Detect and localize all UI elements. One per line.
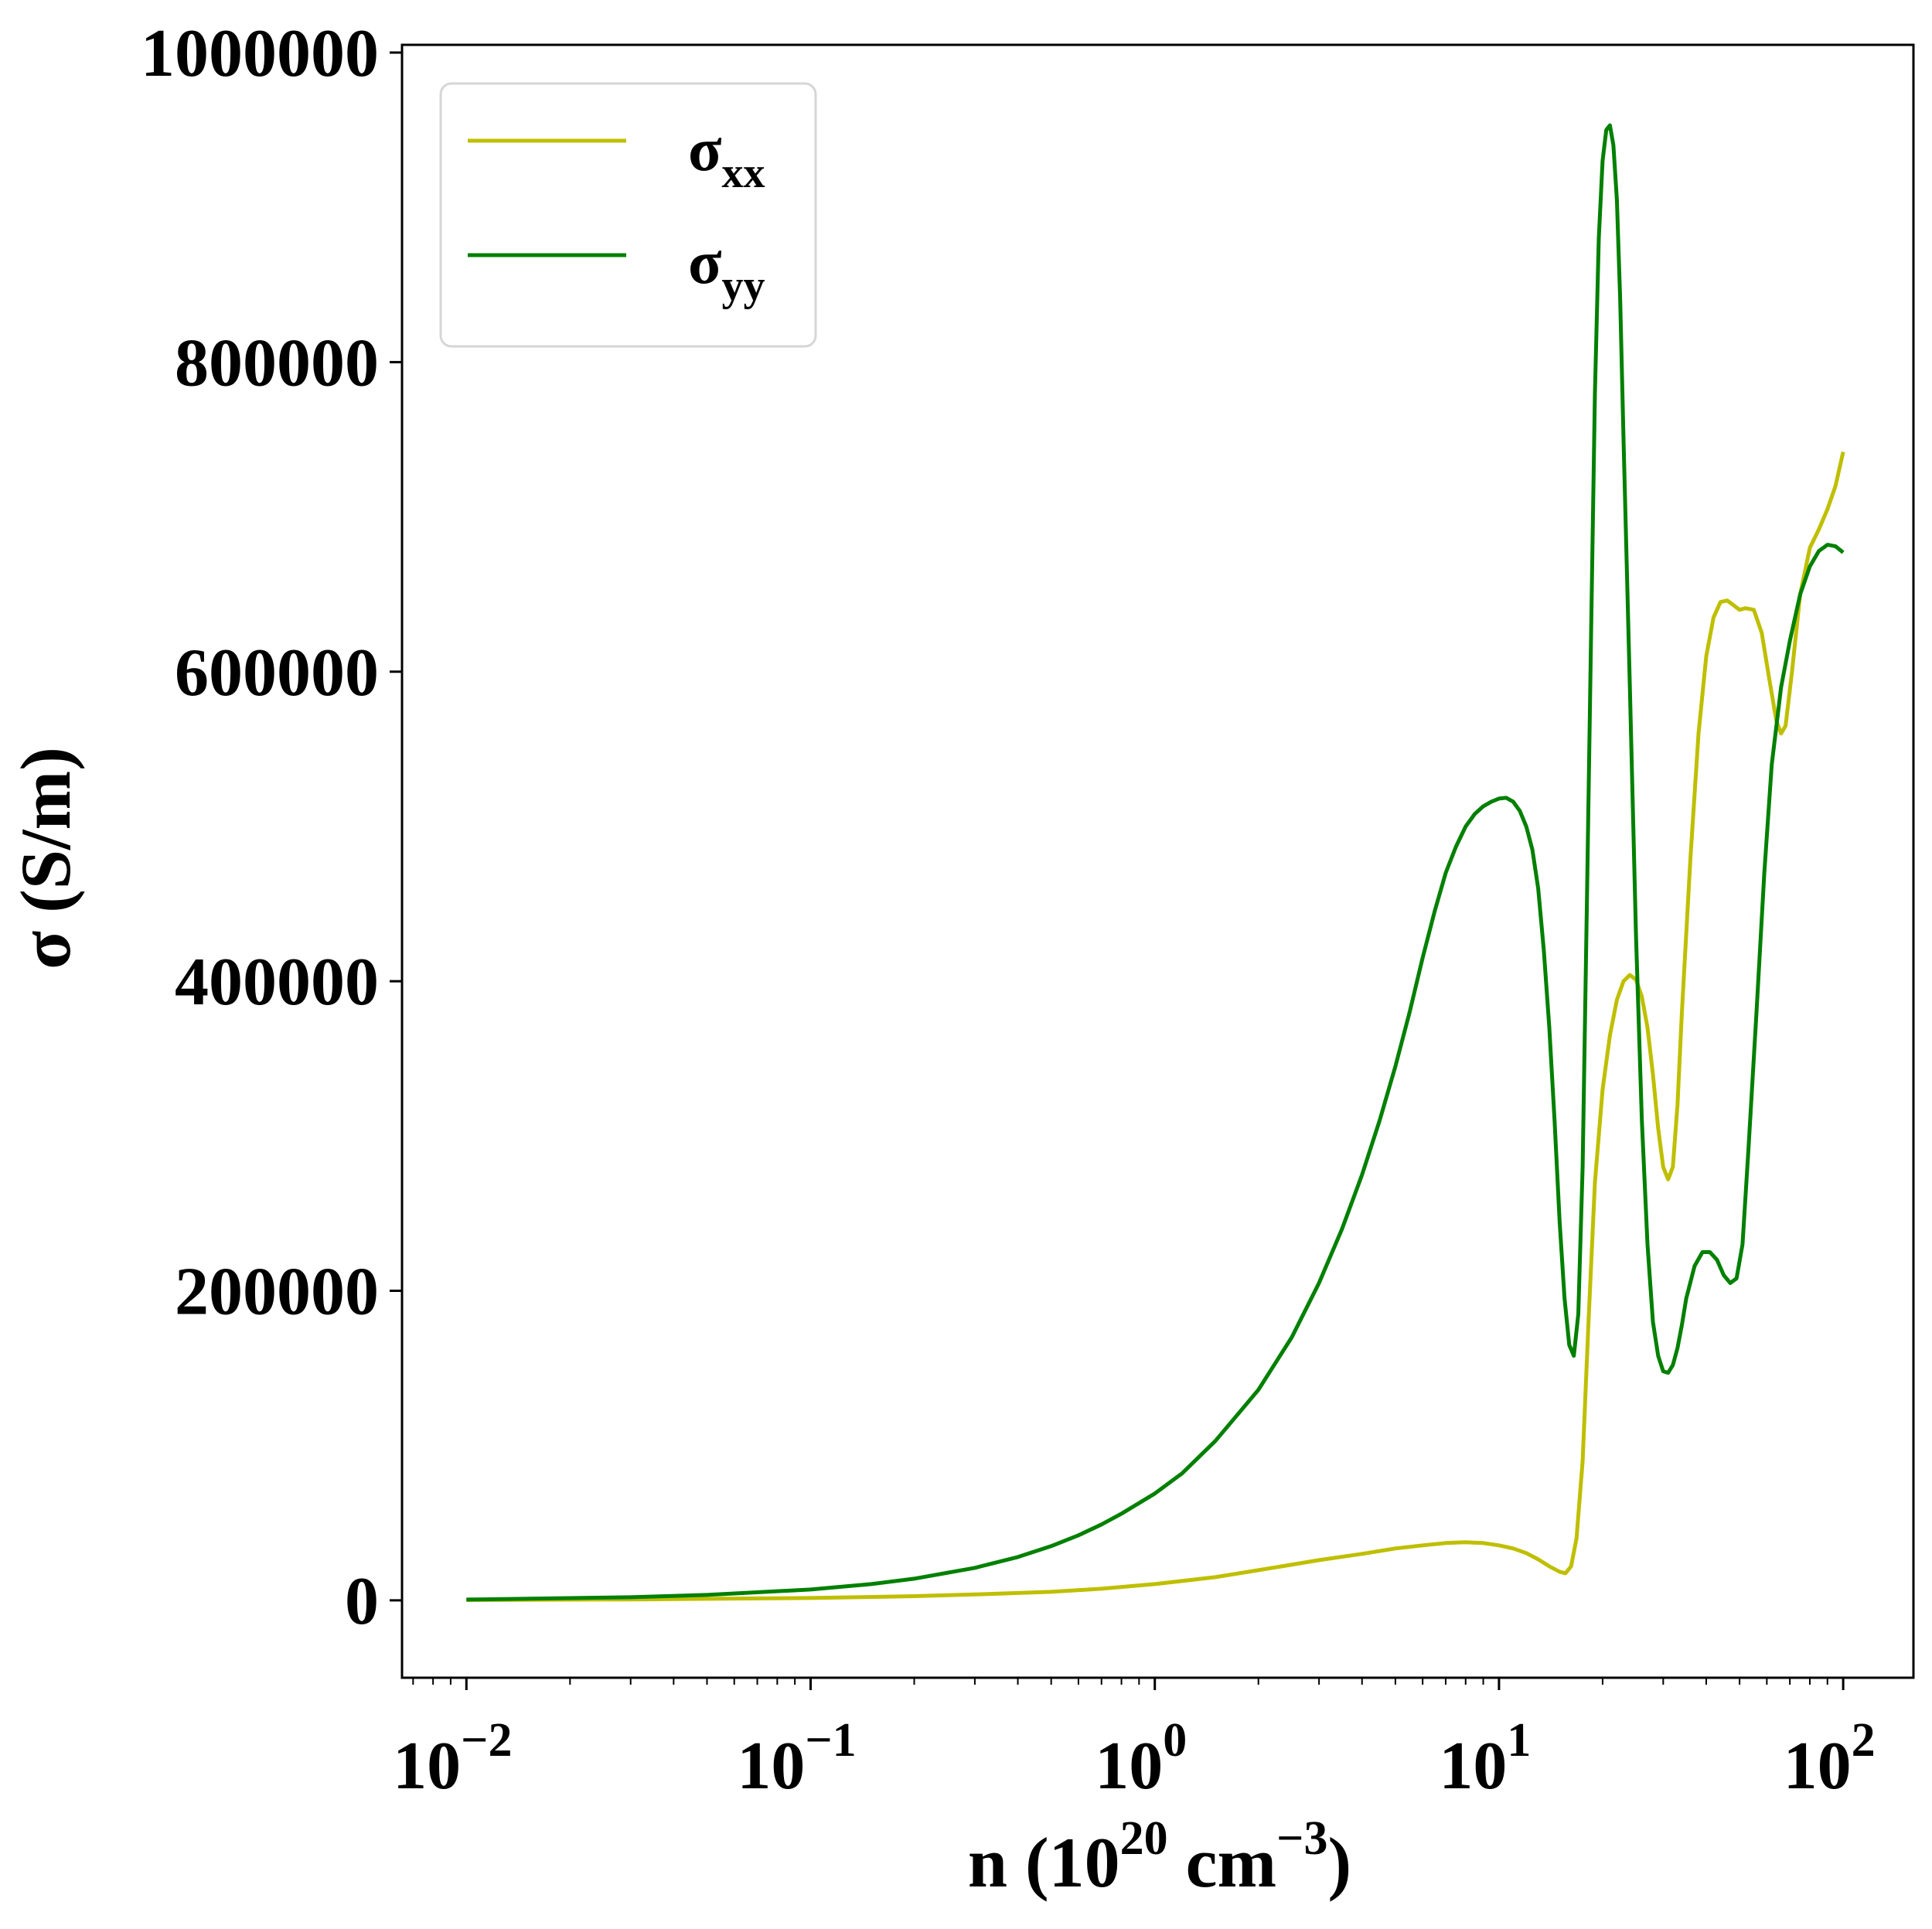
legend-label-sigma-yy-symbol: σ <box>688 229 722 297</box>
x-axis: 10−2 10−1 100 101 102 <box>393 1678 1876 1804</box>
x-tick-label-base: 10 <box>393 1729 461 1804</box>
legend-box <box>439 82 817 348</box>
x-tick-label-exponent: 1 <box>1507 1714 1531 1767</box>
legend-label-sigma-xx-symbol: σ <box>688 116 722 184</box>
x-tick-label: 100 <box>1095 1714 1187 1804</box>
x-axis-title-end: ) <box>1328 1823 1352 1902</box>
legend: σxx σyy <box>439 82 817 348</box>
x-axis-title-mid: cm <box>1168 1823 1276 1902</box>
x-tick-label: 102 <box>1784 1714 1876 1804</box>
legend-label-sigma-xx: σxx <box>688 116 765 197</box>
x-axis-title-sup1: 20 <box>1120 1812 1168 1865</box>
x-tick-label: 101 <box>1439 1714 1531 1804</box>
y-axis: 0 200000 400000 600000 800000 1000000 <box>141 16 402 1639</box>
y-tick-label: 400000 <box>175 945 379 1020</box>
x-tick-label-exponent: 2 <box>1852 1714 1876 1767</box>
x-tick-label-exponent: 0 <box>1163 1714 1187 1767</box>
x-tick-label-base: 10 <box>737 1729 805 1804</box>
x-tick-label: 10−2 <box>393 1714 512 1804</box>
x-tick-label-base: 10 <box>1439 1729 1507 1804</box>
y-tick-label: 200000 <box>175 1255 379 1330</box>
y-tick-label: 0 <box>345 1564 379 1639</box>
legend-label-sigma-xx-subscript: xx <box>722 149 765 197</box>
series-line-sigma-xx <box>466 451 1845 1602</box>
y-tick-label: 800000 <box>175 325 379 400</box>
x-tick-label: 10−1 <box>737 1714 856 1804</box>
legend-label-sigma-yy-subscript: yy <box>722 262 765 310</box>
y-tick-label: 600000 <box>175 636 379 711</box>
x-tick-label-base: 10 <box>1095 1729 1163 1804</box>
x-axis-title-sup2: −3 <box>1276 1812 1327 1865</box>
x-tick-label-base: 10 <box>1784 1729 1852 1804</box>
legend-label-sigma-yy: σyy <box>688 229 765 310</box>
plot-frame <box>400 43 1915 1679</box>
x-axis-title-main: n (10 <box>968 1823 1120 1902</box>
series-line-sigma-yy <box>466 123 1845 1602</box>
y-tick-label: 1000000 <box>141 16 379 91</box>
x-tick-label-exponent: −1 <box>805 1714 856 1767</box>
x-tick-label-exponent: −2 <box>461 1714 512 1767</box>
x-axis-title: n (1020 cm−3) <box>968 1812 1351 1902</box>
series-layer <box>466 123 1845 1602</box>
y-axis-title: σ (S/m) <box>6 747 85 970</box>
